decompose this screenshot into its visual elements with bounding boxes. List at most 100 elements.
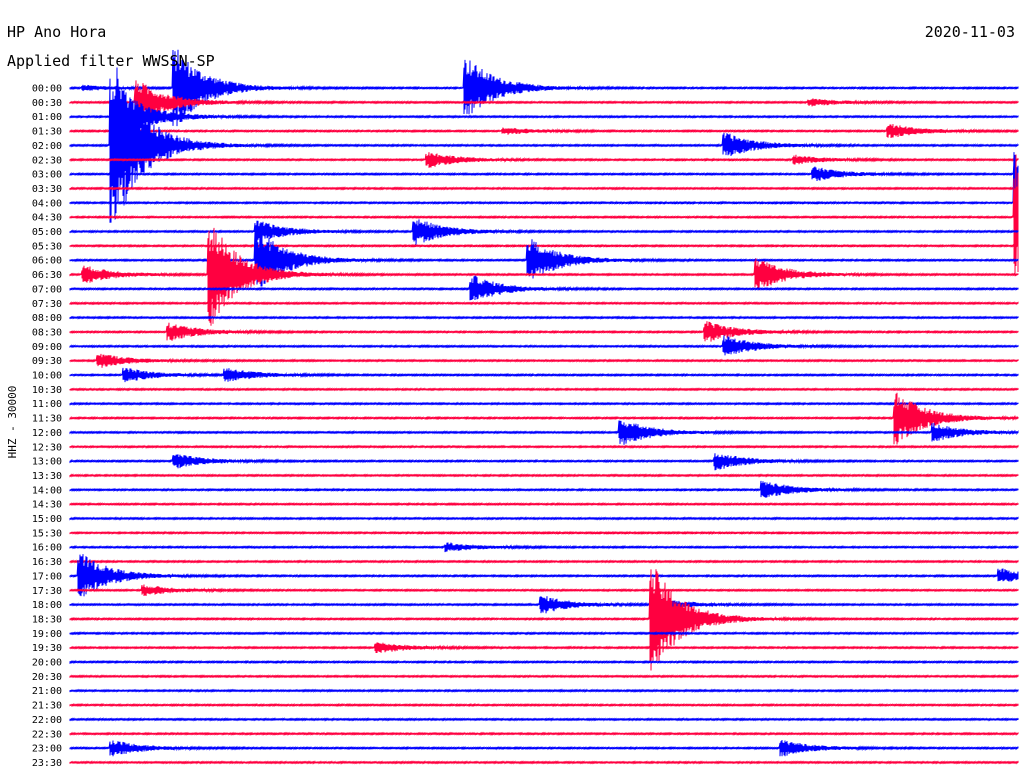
trace-row (69, 367, 1019, 383)
row-time-label: 16:30 (32, 557, 62, 568)
row-time-label: 11:30 (32, 414, 62, 425)
trace-row (69, 631, 1019, 636)
trace-row (69, 674, 1019, 679)
trace-row (69, 502, 1019, 507)
row-time-label: 14:30 (32, 500, 62, 511)
row-time-label: 02:30 (32, 155, 62, 166)
trace-row (69, 219, 1019, 246)
trace-row (69, 165, 1019, 184)
trace-row (69, 401, 1019, 406)
row-time-label: 05:00 (32, 227, 62, 238)
row-time-label: 09:30 (32, 356, 62, 367)
trace-row (69, 473, 1019, 478)
row-time-label: 03:30 (32, 184, 62, 195)
row-time-label: 21:00 (32, 686, 62, 697)
trace-row (69, 530, 1019, 535)
trace-row (69, 124, 1019, 139)
date-label: 2020-11-03 (925, 23, 1015, 41)
trace-row (69, 186, 1019, 191)
time-labels: 00:00 00:30 01:00 01:30 02:00 02:30 03:00 03:30… (32, 84, 62, 769)
trace-row (69, 227, 1019, 326)
trace-row (69, 688, 1019, 693)
trace-row (69, 315, 1019, 320)
trace-row (69, 49, 1019, 127)
row-time-label: 19:00 (32, 629, 62, 640)
trace-row (69, 760, 1019, 765)
trace-row (69, 554, 1019, 597)
row-time-label: 21:30 (32, 701, 62, 712)
trace-row (69, 453, 1019, 471)
row-time-label: 23:30 (32, 758, 62, 769)
row-time-label: 06:00 (32, 256, 62, 267)
row-time-label: 08:30 (32, 327, 62, 338)
row-time-label: 12:30 (32, 442, 62, 453)
row-time-label: 17:30 (32, 586, 62, 597)
row-time-label: 13:30 (32, 471, 62, 482)
trace-row (69, 353, 1019, 368)
row-time-label: 07:30 (32, 299, 62, 310)
trace-row (69, 584, 1019, 597)
trace-row (69, 717, 1019, 722)
trace-row (69, 94, 1019, 137)
trace-row (69, 569, 1019, 671)
trace-row (69, 739, 1019, 757)
trace-row (69, 542, 1019, 553)
row-time-label: 01:30 (32, 127, 62, 138)
row-time-label: 16:00 (32, 543, 62, 554)
trace-row (69, 559, 1019, 564)
trace-row (69, 642, 1019, 654)
trace-row (69, 335, 1019, 356)
row-time-label: 00:30 (32, 98, 62, 109)
trace-row (69, 152, 1019, 168)
trace-row (69, 420, 1019, 445)
station-title: HP Ano Hora (7, 23, 106, 41)
row-time-label: 05:30 (32, 241, 62, 252)
row-time-label: 20:00 (32, 658, 62, 669)
row-time-label: 09:00 (32, 342, 62, 353)
row-time-label: 15:00 (32, 514, 62, 525)
row-time-label: 20:30 (32, 672, 62, 683)
row-time-label: 22:30 (32, 729, 62, 740)
row-time-label: 11:00 (32, 399, 62, 410)
row-time-label: 18:30 (32, 614, 62, 625)
filter-label: Applied filter WWSSN-SP (7, 52, 215, 70)
row-time-label: 17:00 (32, 571, 62, 582)
row-time-label: 10:00 (32, 371, 62, 382)
trace-row (69, 152, 1019, 250)
row-time-label: 14:00 (32, 485, 62, 496)
row-time-label: 19:30 (32, 643, 62, 654)
trace-row (69, 702, 1019, 708)
trace-row (69, 275, 1019, 301)
row-time-label: 13:00 (32, 457, 62, 468)
trace-row (69, 243, 1019, 248)
row-time-label: 23:00 (32, 744, 62, 755)
trace-row (69, 387, 1019, 392)
trace-row (69, 301, 1019, 306)
row-time-label: 08:00 (32, 313, 62, 324)
row-time-label: 01:00 (32, 112, 62, 123)
row-time-label: 02:00 (32, 141, 62, 152)
row-time-label: 07:00 (32, 284, 62, 295)
row-time-label: 04:00 (32, 198, 62, 209)
trace-row (69, 154, 1019, 277)
trace-row (69, 659, 1019, 665)
row-time-label: 10:30 (32, 385, 62, 396)
trace-row (69, 596, 1019, 614)
y-axis-label: HHZ - 30000 (6, 386, 19, 459)
trace-row (69, 392, 1019, 445)
trace-row (69, 67, 1019, 223)
trace-row (69, 516, 1019, 521)
row-time-label: 12:00 (32, 428, 62, 439)
row-time-label: 06:30 (32, 270, 62, 281)
row-time-label: 15:30 (32, 528, 62, 539)
row-time-label: 18:00 (32, 600, 62, 611)
row-time-label: 03:00 (32, 170, 62, 181)
row-time-label: 00:00 (32, 84, 62, 95)
row-time-label: 04:30 (32, 213, 62, 224)
trace-row (69, 80, 1019, 123)
trace-row (69, 731, 1019, 736)
trace-row (69, 321, 1019, 342)
trace-row (69, 480, 1019, 498)
row-time-label: 22:00 (32, 715, 62, 726)
